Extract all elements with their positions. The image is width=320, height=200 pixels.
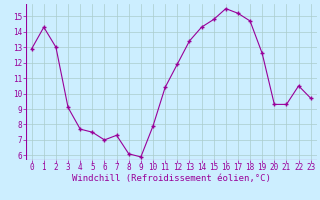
X-axis label: Windchill (Refroidissement éolien,°C): Windchill (Refroidissement éolien,°C) — [72, 174, 271, 183]
